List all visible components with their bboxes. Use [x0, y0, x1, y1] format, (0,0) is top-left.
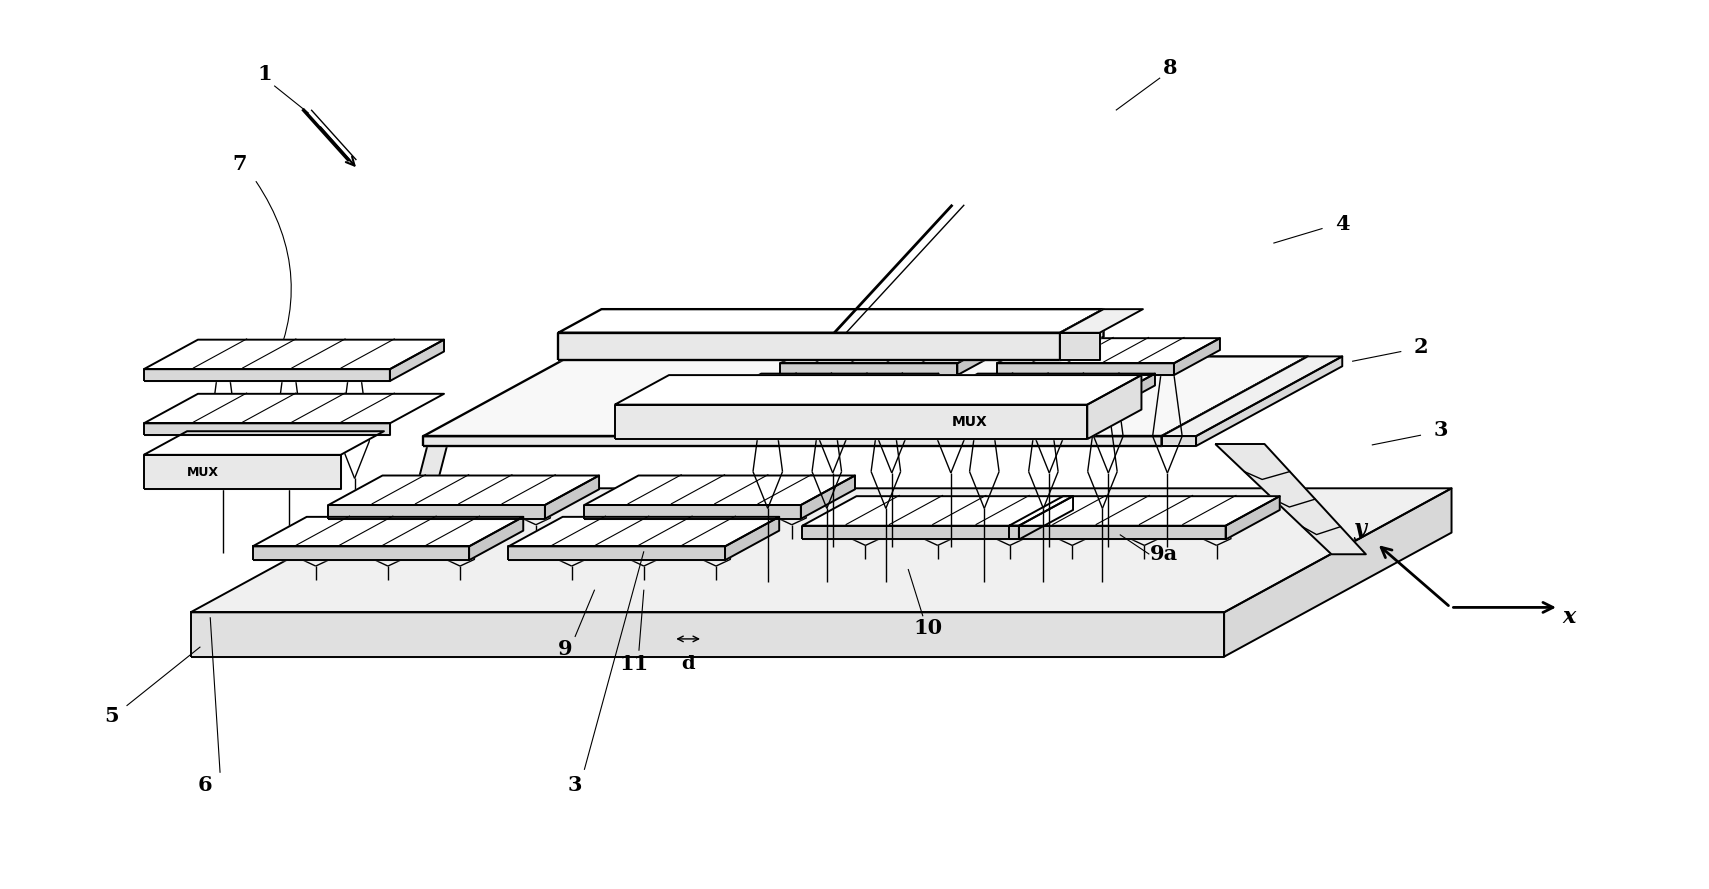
Polygon shape	[190, 613, 1224, 657]
Text: d: d	[682, 654, 696, 672]
Polygon shape	[1109, 373, 1155, 411]
Polygon shape	[931, 399, 1109, 411]
Polygon shape	[1162, 436, 1196, 446]
Polygon shape	[144, 394, 444, 423]
Text: 10: 10	[913, 618, 942, 638]
Polygon shape	[1019, 496, 1073, 540]
Polygon shape	[390, 340, 444, 381]
Polygon shape	[144, 340, 444, 369]
Polygon shape	[957, 338, 1003, 375]
Polygon shape	[781, 364, 957, 375]
Polygon shape	[1060, 309, 1143, 332]
Polygon shape	[424, 436, 1162, 446]
Polygon shape	[190, 488, 1451, 613]
Text: y: y	[1354, 517, 1367, 540]
Text: 1: 1	[256, 64, 272, 84]
Polygon shape	[1162, 356, 1342, 436]
Polygon shape	[892, 373, 938, 411]
Polygon shape	[559, 332, 1060, 360]
Polygon shape	[1196, 356, 1342, 446]
Text: 9a: 9a	[1150, 544, 1178, 565]
Text: x: x	[1562, 606, 1576, 629]
Polygon shape	[1008, 496, 1280, 525]
Text: 11: 11	[619, 653, 649, 674]
Polygon shape	[931, 373, 1155, 399]
Polygon shape	[584, 476, 854, 505]
Polygon shape	[584, 505, 802, 519]
Polygon shape	[253, 547, 468, 560]
Text: 2: 2	[1413, 337, 1429, 356]
Polygon shape	[509, 547, 725, 560]
Polygon shape	[1224, 488, 1451, 657]
Text: 3: 3	[1434, 420, 1448, 440]
Polygon shape	[1174, 338, 1220, 375]
Polygon shape	[468, 517, 523, 560]
Polygon shape	[1060, 332, 1099, 360]
Polygon shape	[405, 444, 448, 533]
Polygon shape	[1060, 309, 1104, 360]
Polygon shape	[802, 525, 1019, 540]
Polygon shape	[509, 517, 779, 547]
Polygon shape	[328, 505, 545, 519]
Polygon shape	[545, 476, 600, 519]
Polygon shape	[1162, 356, 1307, 446]
Polygon shape	[144, 431, 385, 455]
Polygon shape	[714, 373, 938, 399]
Polygon shape	[1225, 496, 1280, 540]
Polygon shape	[615, 375, 1142, 404]
Polygon shape	[144, 369, 390, 381]
Polygon shape	[1008, 525, 1225, 540]
Polygon shape	[802, 476, 854, 519]
Text: MUX: MUX	[186, 466, 219, 478]
Text: 4: 4	[1335, 213, 1350, 234]
Polygon shape	[253, 517, 523, 547]
Polygon shape	[996, 364, 1174, 375]
Polygon shape	[714, 399, 892, 411]
Text: 5: 5	[104, 706, 120, 725]
Text: MUX: MUX	[952, 415, 988, 428]
Polygon shape	[781, 338, 1003, 364]
Polygon shape	[615, 404, 1087, 439]
Polygon shape	[559, 309, 1104, 332]
Text: 8: 8	[1162, 58, 1178, 78]
Polygon shape	[1215, 444, 1365, 554]
Text: 7: 7	[232, 155, 248, 174]
Polygon shape	[144, 455, 340, 489]
Polygon shape	[424, 356, 1307, 436]
Polygon shape	[144, 423, 390, 435]
Text: 3: 3	[567, 774, 581, 795]
Polygon shape	[725, 517, 779, 560]
Polygon shape	[328, 476, 600, 505]
Text: 9: 9	[557, 639, 573, 659]
Polygon shape	[802, 496, 1073, 525]
Polygon shape	[996, 338, 1220, 364]
Text: 6: 6	[198, 774, 212, 795]
Polygon shape	[1087, 375, 1142, 439]
